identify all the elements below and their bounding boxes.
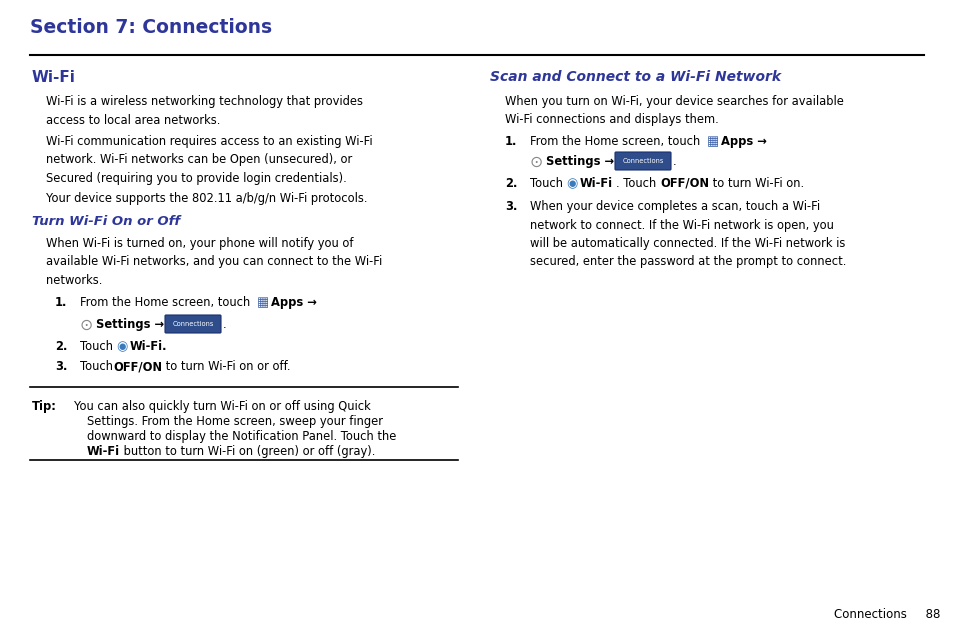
Text: Settings →: Settings → [545,155,614,168]
Text: From the Home screen, touch: From the Home screen, touch [530,135,700,148]
Text: ◉: ◉ [565,177,577,190]
Text: Wi-Fi.: Wi-Fi. [130,340,168,353]
Text: OFF/ON: OFF/ON [112,360,162,373]
Text: 1.: 1. [55,296,68,309]
Text: Settings →: Settings → [96,318,164,331]
Text: Touch: Touch [80,360,116,373]
Text: to turn Wi-Fi on or off.: to turn Wi-Fi on or off. [162,360,291,373]
Text: 3.: 3. [504,200,517,213]
FancyBboxPatch shape [615,152,670,170]
Text: When you turn on Wi-Fi, your device searches for available
Wi-Fi connections and: When you turn on Wi-Fi, your device sear… [504,95,843,127]
Text: Your device supports the 802.11 a/b/g/n Wi-Fi protocols.: Your device supports the 802.11 a/b/g/n … [46,192,367,205]
Text: ⊙: ⊙ [530,155,542,170]
FancyBboxPatch shape [165,315,221,333]
Text: . Touch: . Touch [616,177,659,190]
Text: Wi-Fi: Wi-Fi [32,70,76,85]
Text: Settings. From the Home screen, sweep your finger: Settings. From the Home screen, sweep yo… [87,415,382,428]
Text: ◉: ◉ [116,340,127,353]
Text: 3.: 3. [55,360,68,373]
Text: From the Home screen, touch: From the Home screen, touch [80,296,250,309]
Text: Tip:: Tip: [32,400,57,413]
Text: Connections: Connections [172,321,213,327]
Text: Wi-Fi is a wireless networking technology that provides
access to local area net: Wi-Fi is a wireless networking technolog… [46,95,363,127]
Text: Touch: Touch [80,340,112,353]
Text: When Wi-Fi is turned on, your phone will notify you of
available Wi-Fi networks,: When Wi-Fi is turned on, your phone will… [46,237,382,287]
Text: .: . [223,318,227,331]
Text: 1.: 1. [504,135,517,148]
Text: downward to display the Notification Panel. Touch the: downward to display the Notification Pan… [87,430,395,443]
Text: ⊙: ⊙ [80,318,93,333]
Text: button to turn Wi-Fi on (green) or off (gray).: button to turn Wi-Fi on (green) or off (… [120,445,375,458]
Text: Apps →: Apps → [271,296,316,309]
Text: ▦: ▦ [706,135,719,148]
Text: OFF/ON: OFF/ON [659,177,708,190]
Text: to turn Wi-Fi on.: to turn Wi-Fi on. [708,177,803,190]
Text: You can also quickly turn Wi-Fi on or off using Quick: You can also quickly turn Wi-Fi on or of… [74,400,371,413]
Text: 2.: 2. [55,340,68,353]
Text: ▦: ▦ [256,296,269,309]
Text: Apps →: Apps → [720,135,766,148]
Text: Touch: Touch [530,177,562,190]
Text: Section 7: Connections: Section 7: Connections [30,18,272,37]
Text: Connections: Connections [621,158,663,164]
Text: Wi-Fi: Wi-Fi [87,445,120,458]
Text: When your device completes a scan, touch a Wi-Fi
network to connect. If the Wi-F: When your device completes a scan, touch… [530,200,845,268]
Text: Wi-Fi: Wi-Fi [579,177,613,190]
Text: .: . [672,155,676,168]
Text: Scan and Connect to a Wi-Fi Network: Scan and Connect to a Wi-Fi Network [490,70,781,84]
Text: Connections     88: Connections 88 [833,608,940,621]
Text: Turn Wi-Fi On or Off: Turn Wi-Fi On or Off [32,215,180,228]
Text: Wi-Fi communication requires access to an existing Wi-Fi
network. Wi-Fi networks: Wi-Fi communication requires access to a… [46,135,373,185]
Text: 2.: 2. [504,177,517,190]
